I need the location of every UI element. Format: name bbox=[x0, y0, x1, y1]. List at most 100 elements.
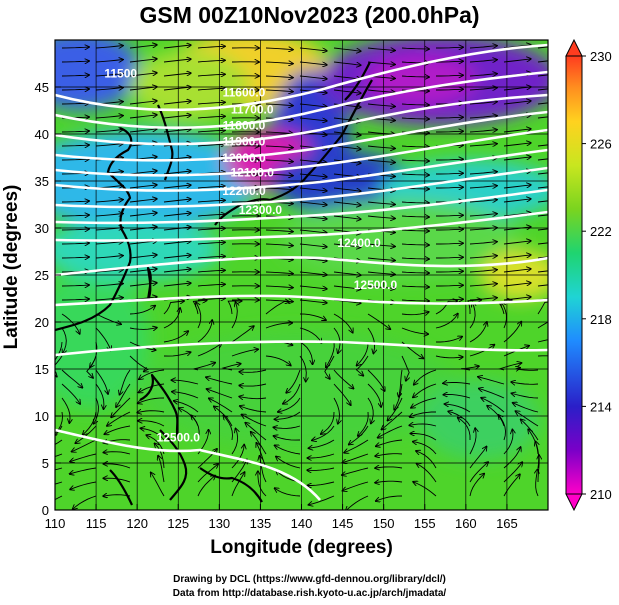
streamline bbox=[333, 201, 361, 205]
streamline bbox=[367, 90, 395, 93]
streamline bbox=[275, 411, 301, 419]
x-tick-label: 110 bbox=[45, 516, 66, 531]
streamline bbox=[191, 415, 200, 441]
x-tick-label: 155 bbox=[414, 516, 436, 531]
y-tick-label: 20 bbox=[35, 315, 49, 330]
streamline bbox=[537, 214, 548, 217]
height-contour-line bbox=[55, 93, 548, 146]
streamline bbox=[274, 436, 301, 441]
streamline bbox=[221, 364, 241, 371]
streamline bbox=[333, 145, 361, 149]
streamline bbox=[120, 369, 131, 395]
streamline bbox=[343, 481, 369, 491]
streamline bbox=[61, 285, 89, 286]
streamline bbox=[324, 355, 335, 379]
streamline bbox=[537, 200, 548, 203]
streamline bbox=[172, 392, 199, 399]
streamline bbox=[197, 74, 225, 76]
streamline bbox=[299, 201, 327, 205]
streamline bbox=[129, 328, 157, 330]
streamline bbox=[333, 313, 353, 333]
streamline bbox=[537, 74, 548, 77]
streamline bbox=[275, 445, 301, 455]
streamline bbox=[333, 369, 354, 389]
streamline bbox=[443, 395, 471, 399]
streamline bbox=[436, 285, 463, 286]
streamline bbox=[503, 185, 531, 189]
streamline bbox=[61, 103, 89, 104]
y-tick-label: 5 bbox=[42, 456, 49, 471]
streamline bbox=[197, 214, 225, 216]
streamline bbox=[192, 300, 206, 315]
streamline bbox=[61, 397, 70, 423]
streamline bbox=[537, 339, 548, 343]
streamline bbox=[72, 439, 97, 452]
streamline bbox=[231, 472, 245, 497]
streamline bbox=[382, 411, 403, 430]
streamline bbox=[95, 327, 111, 350]
streamline bbox=[312, 425, 335, 440]
streamline bbox=[367, 313, 390, 329]
streamline bbox=[163, 269, 191, 273]
streamline bbox=[299, 271, 327, 275]
streamline bbox=[275, 488, 301, 497]
streamline bbox=[258, 471, 267, 497]
streamline bbox=[61, 61, 89, 62]
height-contour-line bbox=[55, 70, 548, 129]
streamline bbox=[231, 326, 254, 343]
streamline bbox=[163, 213, 191, 217]
streamline bbox=[299, 117, 327, 121]
streamline bbox=[469, 345, 494, 357]
streamline bbox=[158, 456, 165, 483]
streamline bbox=[367, 258, 395, 261]
streamline bbox=[503, 447, 521, 469]
streamline bbox=[399, 369, 403, 397]
streamline bbox=[469, 447, 487, 469]
streamline bbox=[401, 355, 409, 381]
height-contour-line bbox=[55, 166, 548, 209]
streamline bbox=[469, 102, 497, 104]
streamline bbox=[436, 187, 463, 188]
streamline bbox=[75, 425, 97, 443]
streamline bbox=[129, 87, 157, 91]
streamline bbox=[503, 87, 531, 91]
streamline bbox=[333, 397, 340, 424]
streamline bbox=[299, 47, 327, 51]
colorbar-tick-label: 218 bbox=[590, 312, 612, 327]
streamline bbox=[95, 116, 123, 118]
height-contour-line bbox=[55, 188, 548, 225]
streamline bbox=[376, 439, 403, 446]
x-tick-label: 150 bbox=[373, 516, 395, 531]
streamline bbox=[163, 283, 191, 287]
streamline bbox=[367, 160, 395, 163]
streamline bbox=[299, 75, 327, 79]
streamline bbox=[239, 370, 267, 372]
streamline bbox=[265, 160, 293, 162]
height-contour-line bbox=[55, 43, 548, 112]
y-tick-label: 0 bbox=[42, 503, 49, 518]
contour-label: 11600.0 bbox=[223, 85, 266, 99]
streamline bbox=[286, 369, 301, 393]
colorbar-bottom-arrow bbox=[565, 493, 583, 512]
streamline bbox=[469, 130, 497, 132]
streamline bbox=[469, 270, 497, 272]
streamline bbox=[307, 468, 335, 470]
streamline bbox=[401, 76, 429, 77]
streamline bbox=[299, 355, 306, 382]
streamline bbox=[512, 393, 539, 399]
streamline bbox=[417, 464, 437, 483]
streamline bbox=[469, 242, 497, 244]
y-tick-label: 35 bbox=[35, 174, 49, 189]
streamline bbox=[436, 215, 463, 216]
streamline bbox=[265, 48, 293, 50]
streamline bbox=[375, 481, 403, 483]
streamline bbox=[103, 495, 131, 497]
streamline bbox=[503, 143, 531, 147]
streamline bbox=[139, 369, 165, 379]
streamline bbox=[265, 272, 293, 274]
streamline bbox=[333, 89, 361, 93]
streamline bbox=[481, 398, 505, 413]
streamline bbox=[70, 453, 97, 462]
streamline bbox=[536, 469, 538, 497]
